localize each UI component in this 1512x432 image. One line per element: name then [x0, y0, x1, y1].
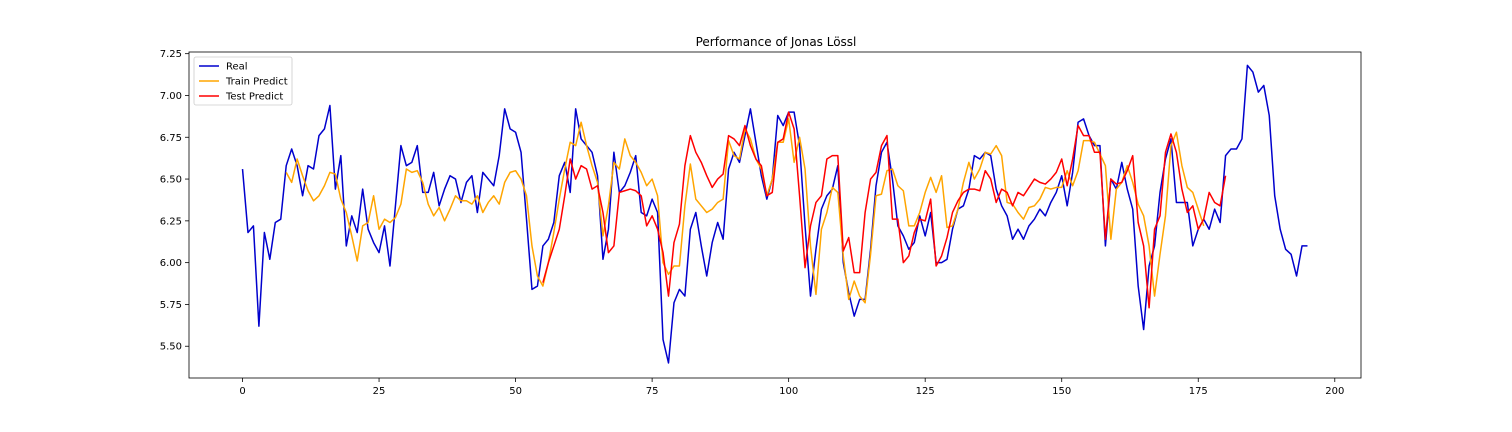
y-tick-label: 6.25 [160, 216, 182, 227]
x-tick-label: 200 [1325, 386, 1344, 397]
axes: 0 25 50 75 100 125 150 175 200 5.50 5.75 6.00 6.25 6.… [160, 49, 1362, 397]
y-tick-label: 6.75 [160, 133, 182, 144]
plot-area [241, 64, 1308, 364]
y-tick-label: 5.50 [160, 342, 182, 353]
y-tick-label: 7.25 [160, 49, 182, 60]
x-tick-label: 0 [239, 386, 245, 397]
x-tick-label: 150 [1052, 386, 1071, 397]
series-line-train-predict [285, 118, 1205, 304]
x-tick-label: 100 [779, 386, 798, 397]
chart-title: Performance of Jonas Lössl [696, 35, 857, 49]
legend: Real Train Predict Test Predict [193, 56, 293, 106]
x-tick-label: 175 [1189, 386, 1208, 397]
legend-label: Train Predict [225, 77, 288, 88]
series-line-test-predict [542, 111, 1227, 309]
x-tick-label: 75 [646, 386, 659, 397]
y-tick-label: 7.00 [160, 91, 182, 102]
legend-label: Real [226, 62, 248, 73]
x-tick-label: 50 [509, 386, 522, 397]
legend-label: Test Predict [225, 92, 283, 103]
y-tick-label: 5.75 [160, 300, 182, 311]
legend-box [193, 56, 293, 106]
x-tick-label: 125 [916, 386, 935, 397]
y-tick-label: 6.00 [160, 258, 182, 269]
series-line-real [241, 64, 1308, 364]
x-tick-label: 25 [373, 386, 386, 397]
plot-frame [188, 51, 1362, 379]
y-tick-label: 6.50 [160, 175, 182, 186]
